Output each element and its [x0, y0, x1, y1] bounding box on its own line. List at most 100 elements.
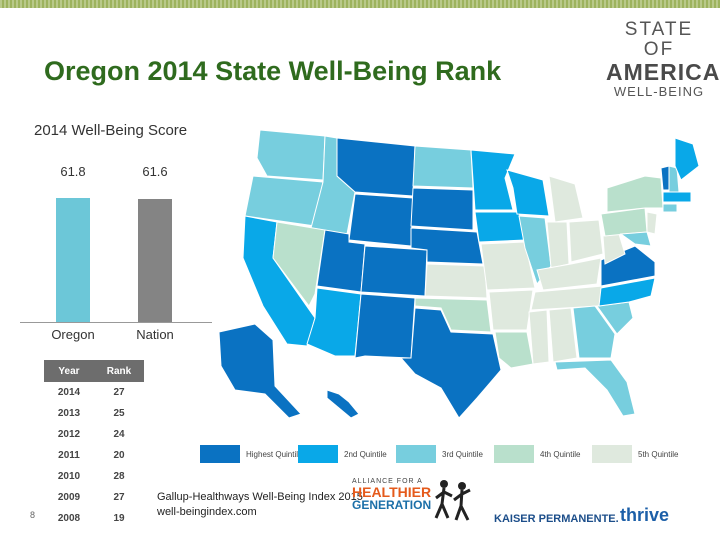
legend-item: 5th Quintile — [592, 445, 678, 463]
state-new-jersey — [646, 211, 658, 235]
state-indiana — [546, 221, 570, 269]
legend-item: 2nd Quintile — [298, 445, 387, 463]
bar-value-label: 61.8 — [60, 164, 86, 179]
year-cell: 2014 — [57, 387, 81, 398]
state-massachusetts — [662, 191, 692, 203]
legend-swatch — [494, 445, 534, 463]
rank-table-row: 2008 19 — [44, 508, 144, 529]
year-cell: 2011 — [58, 450, 80, 461]
chart-title: 2014 Well-Being Score — [34, 122, 188, 139]
state-florida — [554, 359, 636, 417]
state-texas — [399, 307, 502, 419]
state-south-dakota — [410, 187, 474, 231]
state-north-dakota — [412, 145, 474, 189]
state-montana — [336, 137, 416, 197]
source-line-2: well-beingindex.com — [157, 506, 257, 518]
year-cell: 2012 — [57, 429, 81, 440]
state-maryland — [619, 231, 652, 247]
year-column-header: Year — [58, 365, 80, 377]
state-alabama — [548, 307, 578, 363]
kaiser-permanente-logo: KAISER PERMANENTE. — [494, 513, 619, 525]
healthier-generation-logo: ALLIANCE FOR A HEALTHIER GENERATION — [352, 478, 476, 524]
state-ohio — [568, 219, 604, 263]
state-alaska — [218, 323, 302, 419]
state-arkansas — [488, 289, 534, 331]
legend-swatch — [298, 445, 338, 463]
state-kentucky — [536, 257, 602, 291]
rank-table-row: 2010 28 — [44, 466, 144, 487]
state-arizona — [306, 287, 362, 357]
legend-swatch — [592, 445, 632, 463]
year-cell: 2013 — [57, 408, 81, 419]
state-north-carolina — [598, 277, 656, 307]
legend-label: 3rd Quintile — [442, 449, 483, 459]
source-line-1: Gallup-Healthways Well-Being Index 2015 — [157, 491, 363, 503]
rank-table-row: 2011 20 — [44, 445, 144, 466]
state-wisconsin — [506, 169, 550, 217]
page-number: 8 — [30, 510, 36, 520]
logo-line-3: WELL-BEING — [613, 84, 705, 99]
logo-line-1: STATE OF — [624, 19, 694, 60]
top-decorative-bar — [0, 0, 720, 8]
state-iowa — [474, 211, 526, 243]
rank-table-row: 2014 27 — [44, 382, 144, 403]
rank-table-row: 2009 27 — [44, 487, 144, 508]
hg-logo-line-3: GENERATION — [352, 498, 432, 512]
legend-label: Highest Quintile — [246, 449, 303, 459]
state-connecticut — [662, 203, 678, 213]
logo-line-2: AMERICAN — [606, 59, 720, 85]
state-new-mexico — [354, 293, 416, 359]
bar-nation — [138, 198, 172, 322]
state-colorado — [360, 245, 428, 297]
legend-label: 2nd Quintile — [344, 449, 387, 459]
state-michigan — [548, 175, 584, 223]
us-well-being-map — [218, 129, 700, 419]
well-being-score-chart: 2014 Well-Being Score 61.8 Oregon 61.6 Nati… — [0, 110, 215, 350]
state-mississippi — [528, 309, 550, 365]
runner-figures-icon — [434, 480, 471, 521]
chart-baseline — [20, 322, 212, 323]
legend-item: 4th Quintile — [494, 445, 580, 463]
state-georgia — [572, 305, 616, 359]
legend-item: Highest Quintile — [200, 445, 302, 463]
rank-cell: 19 — [113, 513, 125, 524]
hg-logo-line-1: ALLIANCE FOR A — [352, 478, 423, 485]
rank-cell: 28 — [113, 471, 125, 482]
rank-cell: 25 — [113, 408, 125, 419]
year-cell: 2009 — [57, 492, 81, 503]
state-minnesota — [470, 149, 516, 211]
year-cell: 2008 — [57, 513, 81, 524]
legend-item: 3rd Quintile — [396, 445, 483, 463]
rank-table-row: 2013 25 — [44, 403, 144, 424]
state-nebraska — [410, 227, 484, 265]
rank-table-header: Year Rank — [44, 360, 144, 382]
legend-label: 5th Quintile — [638, 449, 679, 459]
rank-column-header: Rank — [106, 365, 132, 377]
bar-value-label: 61.6 — [142, 164, 168, 179]
state-vermont — [660, 165, 670, 191]
state-kansas — [424, 263, 488, 299]
year-cell: 2010 — [57, 471, 81, 482]
state-of-american-well-being-logo: STATE OF AMERICAN WELL-BEING — [606, 19, 720, 99]
state-hawaii — [326, 389, 360, 419]
legend-swatch — [396, 445, 436, 463]
legend-swatch — [200, 445, 240, 463]
state-utah — [316, 229, 366, 293]
page-title: Oregon 2014 State Well-Being Rank — [44, 56, 502, 86]
source-citation: Gallup-Healthways Well-Being Index 2015 … — [157, 490, 363, 520]
thrive-logo: thrive — [620, 505, 670, 525]
state-louisiana — [494, 331, 534, 369]
state-washington — [256, 129, 326, 181]
map-legend: Highest Quintile 2nd Quintile 3rd Quintile… — [200, 445, 700, 465]
state-oklahoma — [414, 297, 492, 333]
legend-label: 4th Quintile — [540, 449, 581, 459]
state-wyoming — [348, 193, 414, 247]
rank-cell: 27 — [113, 387, 125, 398]
rank-cell: 27 — [113, 492, 125, 503]
state-maine — [674, 137, 700, 181]
state-missouri — [480, 241, 536, 291]
state-nevada — [272, 221, 326, 307]
bar-oregon — [56, 198, 90, 322]
hg-logo-line-2: HEALTHIER — [352, 484, 432, 500]
rank-table-row: 2012 24 — [44, 424, 144, 445]
